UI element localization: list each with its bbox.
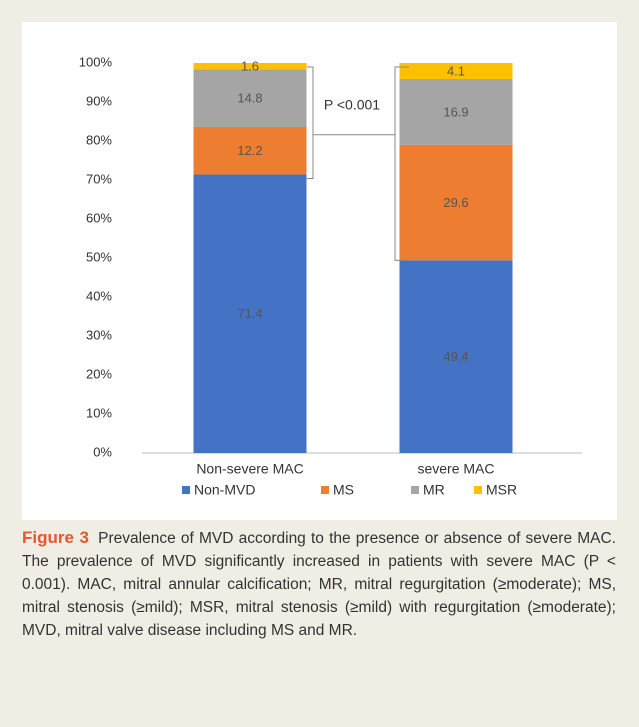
bar-segment — [399, 63, 513, 79]
y-tick-label: 60% — [86, 210, 112, 225]
y-tick-label: 80% — [86, 132, 112, 147]
x-tick-label: severe MAC — [417, 461, 494, 477]
bar-segment — [399, 78, 513, 145]
legend-swatch — [321, 486, 329, 494]
legend-label: Non-MVD — [194, 482, 255, 498]
data-label: 4.1 — [447, 63, 465, 78]
legend-swatch — [182, 486, 190, 494]
y-tick-label: 30% — [86, 327, 112, 342]
bar-segment — [193, 69, 307, 127]
y-tick-label: 0% — [93, 444, 112, 459]
y-tick-label: 50% — [86, 249, 112, 264]
data-label: 14.8 — [237, 91, 262, 106]
data-label: 12.2 — [237, 143, 262, 158]
bracket — [307, 66, 395, 180]
caption: Figure 3 Prevalence of MVD according to … — [22, 526, 616, 642]
data-label: 16.9 — [443, 104, 468, 119]
data-label: 1.6 — [241, 59, 259, 74]
bar-segment — [193, 126, 307, 175]
y-tick-label: 10% — [86, 405, 112, 420]
y-tick-label: 100% — [79, 54, 113, 69]
bracket — [394, 66, 409, 261]
data-label: 49.4 — [443, 349, 468, 364]
bar-segment — [193, 63, 307, 70]
y-tick-label: 20% — [86, 366, 112, 381]
legend-label: MS — [333, 482, 354, 498]
x-tick-label: Non-severe MAC — [196, 461, 303, 477]
y-tick-label: 40% — [86, 288, 112, 303]
caption-label: Figure 3 — [22, 528, 89, 547]
bar-segment — [193, 174, 307, 454]
annotation: P <0.001 — [324, 97, 380, 113]
bar-segment — [399, 144, 513, 261]
legend-label: MR — [423, 482, 445, 498]
y-tick-label: 90% — [86, 93, 112, 108]
legend-swatch — [411, 486, 419, 494]
chart: 0% 10% 20% 30% 40% 50% 60% 70% 80% 90% 100% 71.4 12.… — [22, 22, 617, 520]
caption-text: Prevalence of MVD according to the prese… — [22, 530, 616, 639]
y-tick-label: 70% — [86, 171, 112, 186]
legend-label: MSR — [486, 482, 517, 498]
legend-swatch — [474, 486, 482, 494]
data-label: 71.4 — [237, 306, 262, 321]
bar-segment — [399, 260, 513, 453]
data-label: 29.6 — [443, 195, 468, 210]
